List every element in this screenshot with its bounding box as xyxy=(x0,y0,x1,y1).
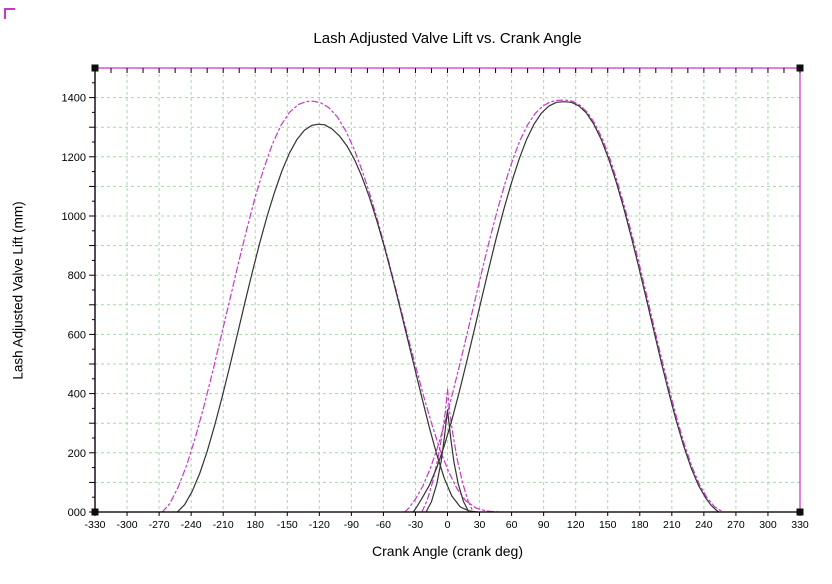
overlap-spike-dashed-curve xyxy=(421,388,474,513)
x-tick-label: -270 xyxy=(149,519,170,531)
y-tick-label: 200 xyxy=(68,448,86,460)
exhaust-lift-solid-curve xyxy=(176,123,478,513)
x-tick-label: 150 xyxy=(599,519,617,531)
page-corner-mark xyxy=(4,8,6,19)
x-tick-label: 120 xyxy=(567,519,585,531)
selection-handle-top-right[interactable] xyxy=(796,64,804,72)
selection-handle-top-left[interactable] xyxy=(91,64,99,72)
x-tick-label: 240 xyxy=(695,519,713,531)
page-corner-mark xyxy=(4,8,15,10)
x-tick-label: 180 xyxy=(631,519,649,531)
x-tick-label: 0 xyxy=(445,519,451,531)
intake-lift-solid-curve xyxy=(412,101,720,513)
x-tick-label: -240 xyxy=(181,519,202,531)
x-tick-label: 180 xyxy=(246,519,264,531)
x-tick-label: -120 xyxy=(309,519,330,531)
x-tick-label: 90 xyxy=(538,519,550,531)
y-axis-label: Lash Adjusted Valve Lift (mm) xyxy=(10,201,26,380)
exhaust-lift-dashed-curve xyxy=(161,100,500,513)
x-tick-label: 270 xyxy=(727,519,745,531)
x-tick-label: 300 xyxy=(759,519,777,531)
x-tick-label: 330 xyxy=(791,519,809,531)
y-tick-label: 1200 xyxy=(62,152,86,164)
x-tick-label: 30 xyxy=(474,519,486,531)
x-tick-label: -90 xyxy=(344,519,359,531)
x-tick-label: -300 xyxy=(117,519,138,531)
y-tick-label: 1400 xyxy=(62,93,86,105)
x-tick-label: -150 xyxy=(277,519,298,531)
y-tick-label: 600 xyxy=(68,329,86,341)
x-tick-label: 60 xyxy=(506,519,518,531)
selection-handle-bottom-left[interactable] xyxy=(91,508,99,516)
x-axis-label: Crank Angle (crank deg) xyxy=(372,543,523,559)
x-tick-label: -210 xyxy=(213,519,234,531)
overlap-spike-solid-curve xyxy=(425,409,470,513)
y-tick-label: 800 xyxy=(68,270,86,282)
y-tick-label: 000 xyxy=(68,507,86,519)
chart-title: Lash Adjusted Valve Lift vs. Crank Angle xyxy=(313,30,582,47)
x-tick-label: 210 xyxy=(663,519,681,531)
y-tick-label: 1000 xyxy=(62,211,86,223)
x-tick-label: -60 xyxy=(376,519,391,531)
y-tick-label: 400 xyxy=(68,389,86,401)
x-tick-label: -330 xyxy=(84,519,105,531)
selection-handle-bottom-right[interactable] xyxy=(796,508,804,516)
intake-lift-dashed-curve xyxy=(404,99,724,513)
x-tick-label: -30 xyxy=(408,519,423,531)
